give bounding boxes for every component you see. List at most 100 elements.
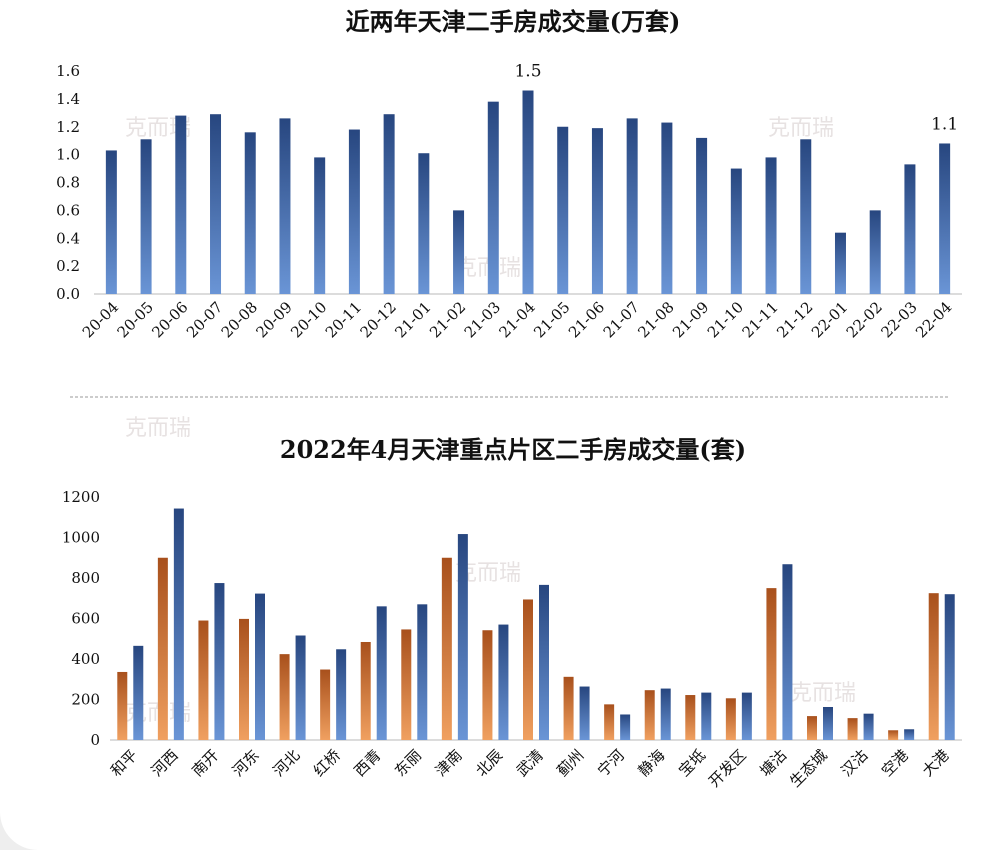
bar-汉沽-s2: [863, 713, 874, 740]
bar-开发区-s1: [725, 698, 736, 740]
bar-20-06: [175, 115, 187, 294]
bar-河北-s2: [295, 635, 306, 740]
y-tick-label: 400: [71, 650, 100, 668]
x-tick-label: 和平: [107, 746, 141, 780]
watermark-logo: 克而瑞: [768, 116, 834, 141]
x-tick-label: 20-11: [322, 298, 365, 341]
x-tick-label: 20-09: [252, 298, 295, 341]
bar-生态城-s1: [807, 716, 817, 740]
bar-红桥-s2: [336, 649, 347, 740]
bar-武清-s1: [523, 599, 533, 740]
bar-21-11: [765, 157, 777, 294]
x-tick-label: 20-06: [148, 298, 191, 341]
x-tick-label: 空港: [878, 746, 912, 780]
x-tick-label: 22-01: [808, 298, 851, 341]
bar-北辰-s1: [482, 630, 493, 740]
y-tick-label: 1.4: [56, 90, 80, 108]
bar-红桥-s1: [320, 669, 331, 740]
bar-20-04: [105, 150, 117, 294]
x-tick-label: 20-05: [114, 298, 157, 341]
chart2-title: 2022年4月天津重点片区二手房成交量(套): [280, 435, 746, 464]
bar-西青-s2: [376, 606, 387, 740]
x-tick-label: 20-12: [357, 298, 400, 341]
bar-21-07: [626, 118, 638, 294]
x-tick-label: 21-11: [739, 298, 782, 341]
x-tick-label: 静海: [635, 746, 669, 780]
bar-20-09: [279, 118, 291, 294]
x-tick-label: 蓟州: [553, 746, 587, 780]
x-tick-label: 北辰: [472, 746, 506, 780]
bar-空港-s2: [904, 729, 915, 740]
bar-21-03: [487, 101, 499, 294]
bar-20-12: [383, 114, 395, 294]
x-tick-label: 21-08: [634, 298, 677, 341]
bar-塘沽-s1: [766, 588, 777, 740]
bar-河西-s1: [157, 557, 168, 740]
bar-21-09: [696, 137, 708, 294]
bar-21-02: [453, 210, 465, 294]
chart1: 0.00.20.40.60.81.01.21.41.620-0420-0520-…: [56, 62, 962, 341]
x-tick-label: 22-03: [877, 298, 920, 341]
x-tick-label: 21-07: [600, 298, 643, 341]
bar-蓟州-s2: [579, 686, 590, 740]
bar-20-11: [348, 129, 360, 294]
bar-22-01: [834, 232, 846, 294]
bar-21-04: [522, 90, 534, 294]
y-tick-label: 0.8: [56, 174, 80, 192]
x-tick-label: 22-02: [843, 298, 886, 341]
bar-22-02: [869, 210, 881, 294]
bar-21-08: [661, 122, 673, 294]
bar-北辰-s2: [498, 624, 509, 740]
x-tick-label: 津南: [432, 746, 466, 780]
x-tick-label: 21-09: [669, 298, 712, 341]
y-tick-label: 1.0: [56, 146, 80, 164]
chart1-title: 近两年天津二手房成交量(万套): [346, 7, 681, 36]
bar-21-01: [418, 153, 430, 294]
x-tick-label: 宝坻: [675, 746, 709, 780]
y-tick-label: 1.2: [56, 118, 80, 136]
y-tick-label: 1200: [62, 488, 100, 506]
bar-武清-s2: [539, 584, 549, 740]
y-tick-label: 0.0: [56, 285, 80, 303]
bar-西青-s1: [360, 641, 371, 740]
bar-宁河-s1: [604, 704, 615, 740]
bar-静海-s1: [644, 690, 655, 740]
bar-22-03: [904, 164, 916, 294]
data-label: 1.1: [931, 114, 958, 134]
bar-东丽-s1: [401, 629, 412, 740]
bar-和平-s1: [117, 671, 128, 740]
bar-静海-s2: [660, 688, 671, 740]
x-tick-label: 生态城: [786, 746, 831, 791]
bar-汉沽-s1: [847, 718, 858, 740]
bar-南开-s1: [198, 620, 209, 740]
x-tick-label: 河北: [269, 746, 303, 780]
x-tick-label: 宁河: [594, 746, 628, 780]
x-tick-label: 汉沽: [837, 746, 871, 780]
x-tick-label: 武清: [513, 746, 547, 780]
data-label: 1.5: [514, 62, 541, 82]
y-tick-label: 0.4: [56, 229, 80, 247]
bar-宝坻-s1: [685, 695, 696, 740]
x-tick-label: 20-10: [287, 298, 330, 341]
bar-津南-s1: [441, 557, 452, 740]
x-tick-label: 22-04: [912, 298, 955, 341]
bar-河东-s1: [239, 618, 249, 740]
bar-21-12: [800, 139, 812, 294]
x-tick-label: 21-05: [530, 298, 573, 341]
x-tick-label: 20-04: [79, 298, 122, 341]
bar-和平-s2: [133, 645, 144, 740]
bar-22-04: [939, 143, 951, 294]
y-tick-label: 0: [90, 731, 100, 749]
y-tick-label: 1000: [62, 529, 100, 547]
bar-生态城-s2: [823, 706, 833, 740]
x-tick-label: 21-03: [461, 298, 504, 341]
bar-大港-s1: [928, 593, 939, 740]
x-tick-label: 21-04: [496, 298, 539, 341]
x-tick-label: 21-02: [426, 298, 469, 341]
bar-20-08: [244, 132, 256, 294]
x-tick-label: 红桥: [310, 746, 344, 780]
bar-塘沽-s2: [782, 564, 793, 740]
x-tick-label: 21-01: [391, 298, 434, 341]
